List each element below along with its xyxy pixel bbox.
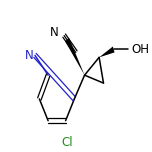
Text: OH: OH bbox=[131, 43, 149, 56]
Polygon shape bbox=[65, 38, 85, 75]
Polygon shape bbox=[99, 47, 115, 57]
Text: Cl: Cl bbox=[61, 136, 73, 150]
Text: N: N bbox=[25, 49, 34, 62]
Text: N: N bbox=[50, 26, 58, 39]
